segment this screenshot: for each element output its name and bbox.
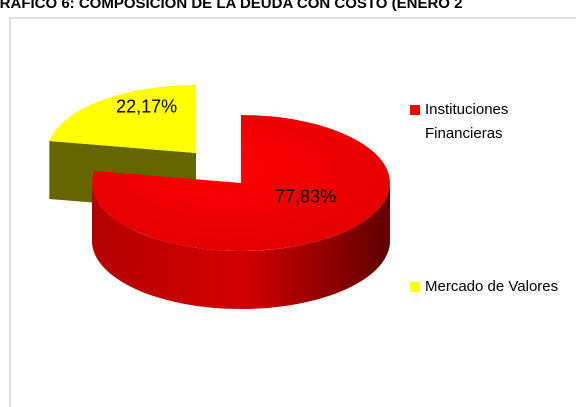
legend-label: Mercado de Valores — [425, 278, 558, 295]
data-label: 22,17% — [116, 96, 177, 116]
legend-label: Instituciones Financieras — [425, 101, 508, 142]
legend-swatch — [410, 105, 420, 115]
data-label: 77,83% — [275, 186, 336, 206]
legend-swatch — [410, 282, 420, 292]
pie-slice — [92, 115, 391, 251]
chart-title: GRAFICO 6: COMPOSICION DE LA DEUDA CON C… — [0, 0, 462, 12]
slice-wall — [92, 183, 390, 309]
pie-slice — [49, 85, 196, 153]
